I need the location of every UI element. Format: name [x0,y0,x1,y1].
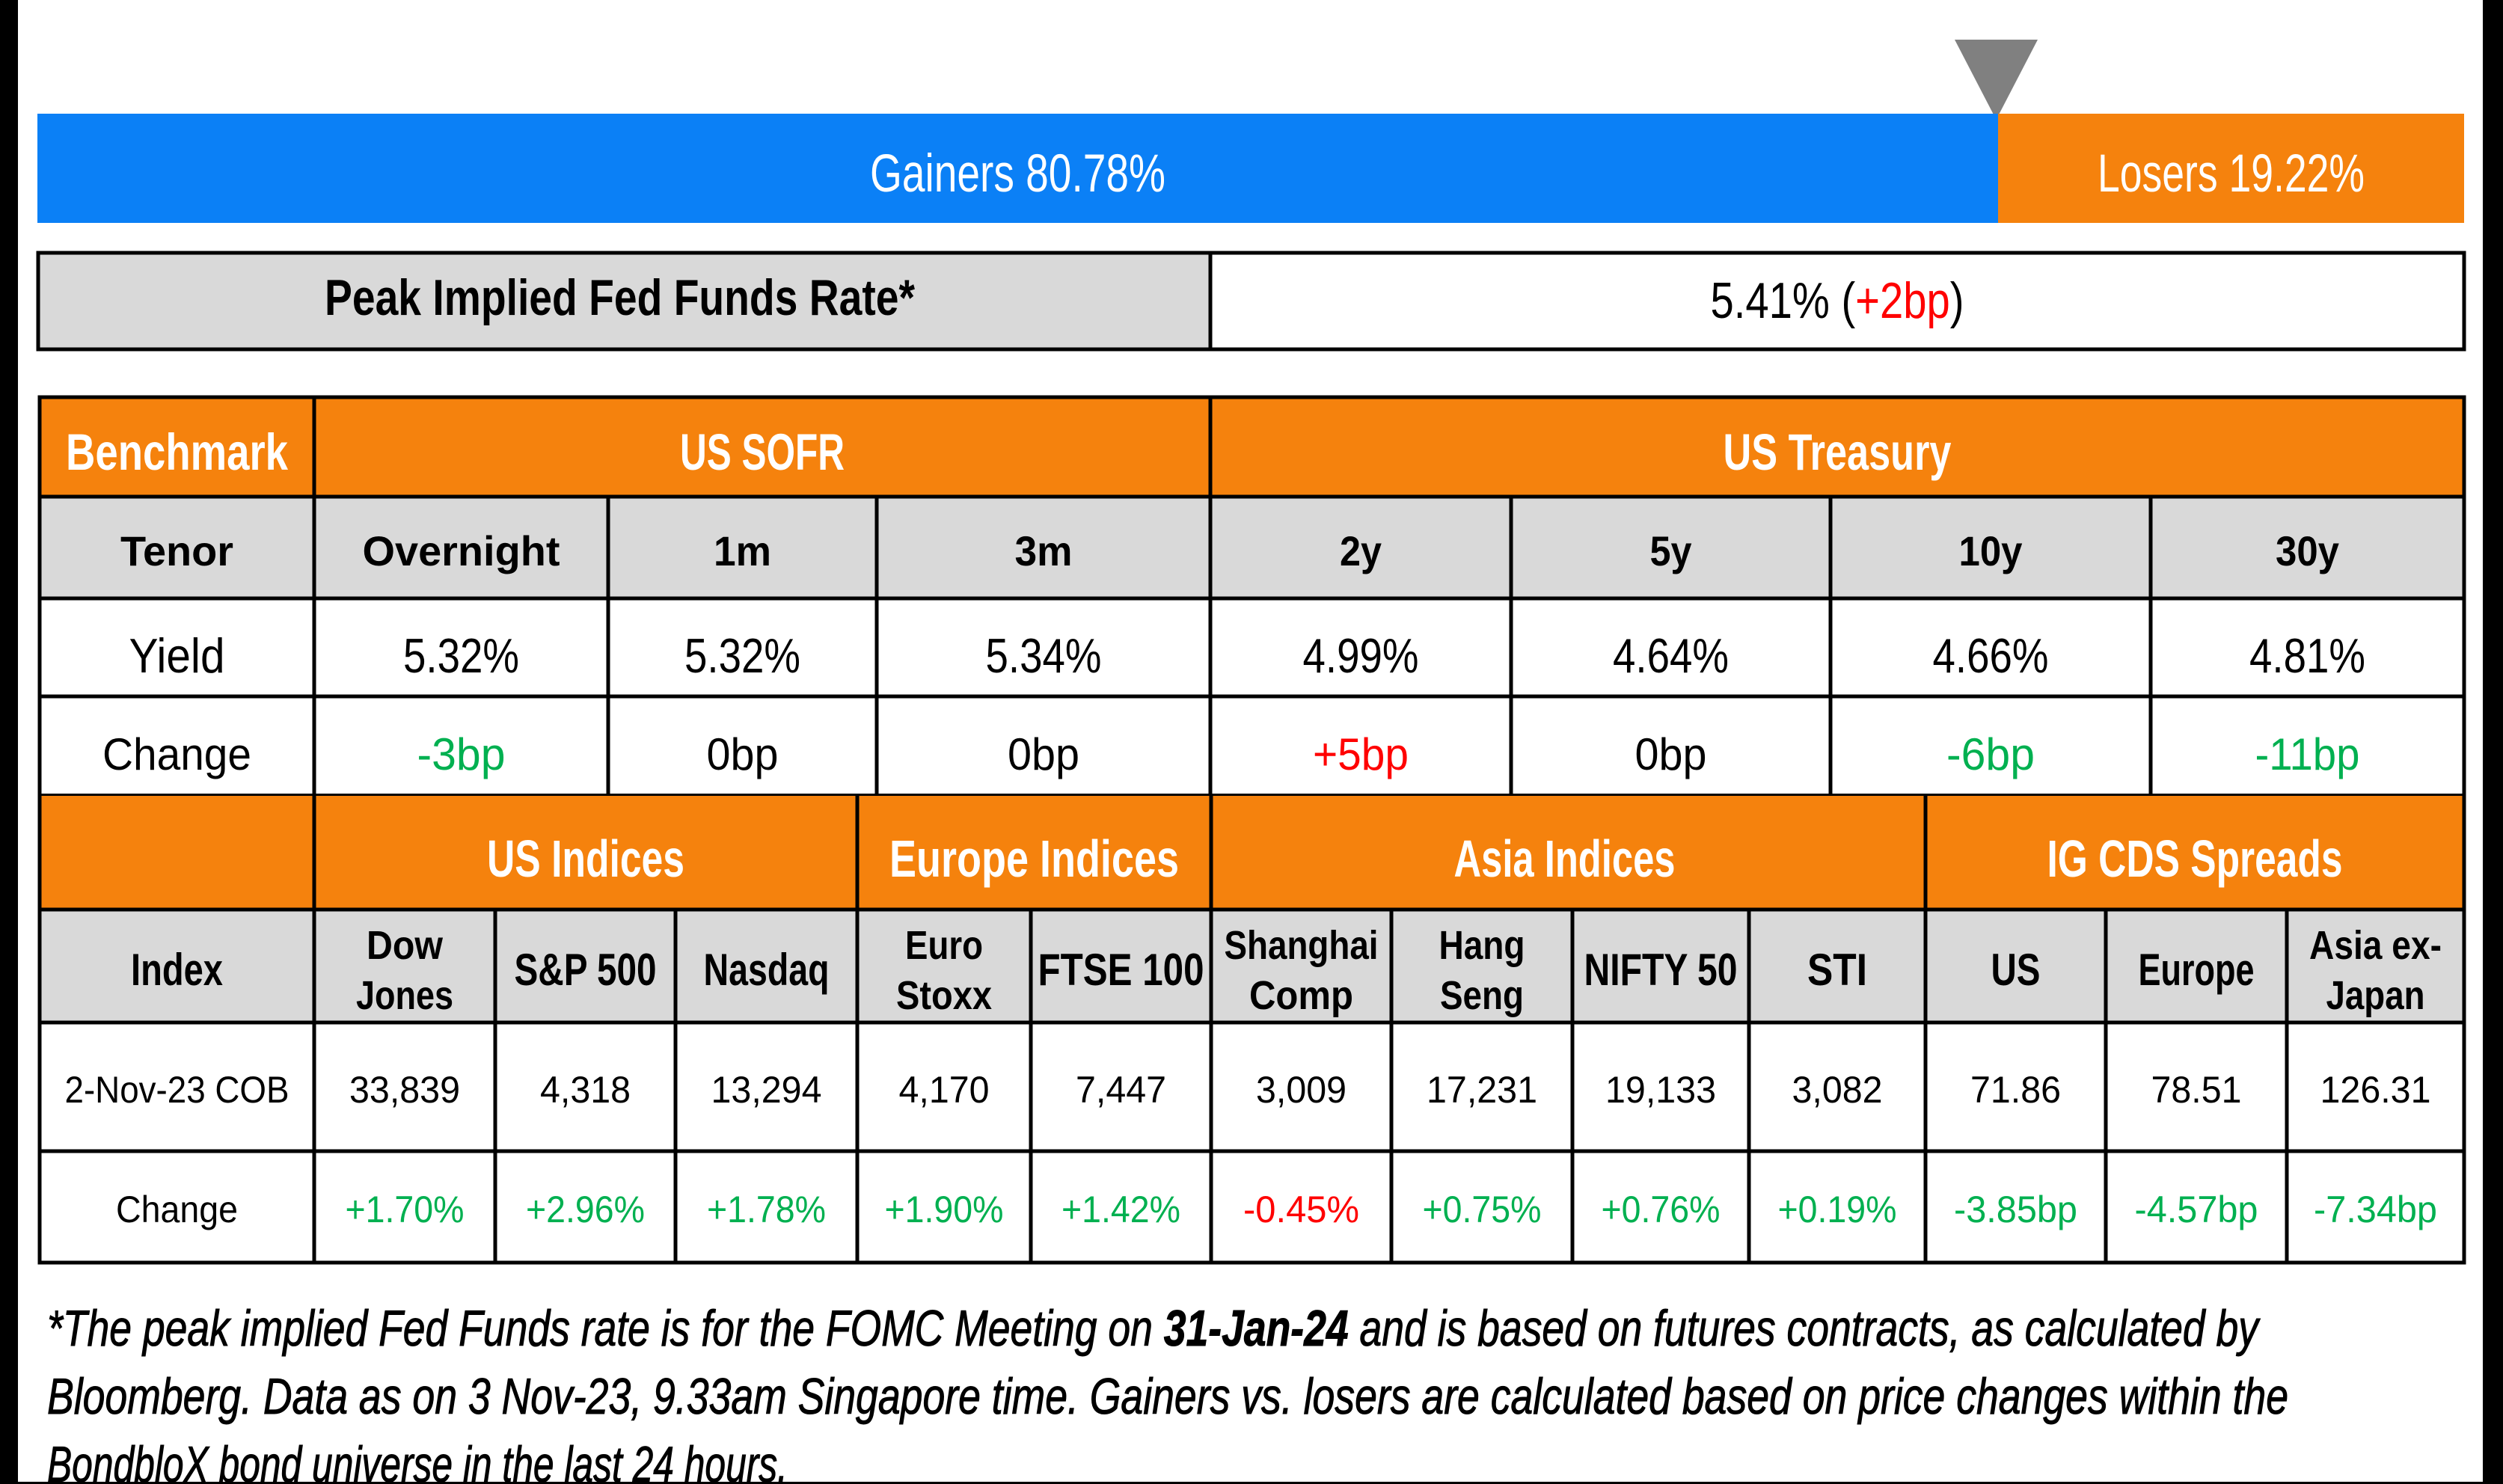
svg-text:Peak Implied Fed Funds Rate*: Peak Implied Fed Funds Rate* [325,269,915,326]
svg-text:+1.42%: +1.42% [1061,1189,1180,1230]
svg-text:Asia Indices: Asia Indices [1454,830,1676,888]
svg-text:BondbloX bond universe in the: BondbloX bond universe in the last 24 ho… [47,1436,788,1484]
svg-text:7,447: 7,447 [1076,1069,1166,1111]
svg-text:0bp: 0bp [707,729,779,779]
svg-text:4.81%: 4.81% [2249,628,2365,683]
svg-text:4.64%: 4.64% [1613,628,1729,683]
svg-text:0bp: 0bp [1635,729,1707,779]
svg-text:10y: 10y [1959,527,2023,574]
svg-text:+0.75%: +0.75% [1423,1189,1542,1230]
svg-text:+0.76%: +0.76% [1602,1189,1721,1230]
svg-text:Benchmark: Benchmark [66,423,288,481]
svg-text:*The peak implied Fed Funds ra: *The peak implied Fed Funds rate is for … [47,1300,2261,1357]
svg-text:FTSE 100: FTSE 100 [1038,945,1204,995]
svg-text:Stoxx: Stoxx [896,973,992,1018]
svg-text:3,082: 3,082 [1792,1069,1883,1111]
svg-text:71.86: 71.86 [1970,1069,2061,1111]
svg-text:Shanghai: Shanghai [1225,923,1379,968]
svg-text:+1.70%: +1.70% [346,1189,465,1230]
svg-text:US Indices: US Indices [487,830,684,888]
svg-text:5.34%: 5.34% [986,628,1102,683]
svg-text:13,294: 13,294 [711,1069,822,1111]
svg-text:5.32%: 5.32% [403,628,519,683]
svg-text:-4.57bp: -4.57bp [2135,1189,2258,1230]
svg-text:Dow: Dow [367,923,444,968]
svg-text:Yield: Yield [129,628,225,683]
svg-text:S&P 500: S&P 500 [515,945,657,995]
svg-text:Overnight: Overnight [363,527,560,574]
svg-text:33,839: 33,839 [349,1069,460,1111]
svg-text:78.51: 78.51 [2151,1069,2242,1111]
svg-text:-0.45%: -0.45% [1243,1189,1359,1230]
svg-text:IG CDS Spreads: IG CDS Spreads [2047,830,2343,888]
svg-text:STI: STI [1807,945,1867,995]
svg-text:+5bp: +5bp [1313,729,1409,779]
svg-text:Seng: Seng [1440,973,1524,1018]
svg-text:+1.90%: +1.90% [885,1189,1004,1230]
svg-text:126.31: 126.31 [2320,1069,2431,1111]
svg-text:Hang: Hang [1439,923,1525,968]
svg-text:Losers 19.22%: Losers 19.22% [2098,144,2365,203]
svg-text:Europe Indices: Europe Indices [889,830,1179,888]
svg-text:Change: Change [116,1189,238,1230]
svg-text:US: US [1991,945,2041,995]
svg-text:5.41% (+2bp): 5.41% (+2bp) [1711,272,1964,329]
svg-text:+2.96%: +2.96% [526,1189,645,1230]
svg-text:4.99%: 4.99% [1303,628,1419,683]
svg-text:US SOFR: US SOFR [680,423,845,481]
svg-text:1m: 1m [714,527,771,574]
svg-text:-7.34bp: -7.34bp [2314,1189,2437,1230]
svg-text:+1.78%: +1.78% [707,1189,826,1230]
svg-text:Gainers 80.78%: Gainers 80.78% [870,144,1165,203]
svg-text:4,318: 4,318 [540,1069,631,1111]
svg-text:17,231: 17,231 [1427,1069,1537,1111]
svg-text:30y: 30y [2276,527,2339,574]
svg-text:NIFTY 50: NIFTY 50 [1584,945,1738,995]
svg-text:2y: 2y [1340,527,1382,574]
svg-text:19,133: 19,133 [1605,1069,1716,1111]
svg-text:2-Nov-23 COB: 2-Nov-23 COB [65,1069,289,1111]
svg-text:Comp: Comp [1249,973,1353,1018]
svg-text:Euro: Euro [905,923,983,968]
svg-text:+0.19%: +0.19% [1778,1189,1897,1230]
svg-text:4.66%: 4.66% [1933,628,2049,683]
svg-text:4,170: 4,170 [899,1069,990,1111]
svg-text:3,009: 3,009 [1256,1069,1347,1111]
svg-text:0bp: 0bp [1008,729,1079,779]
svg-text:Europe: Europe [2139,945,2255,995]
svg-text:Index: Index [131,945,223,995]
svg-text:Nasdaq: Nasdaq [704,945,830,995]
svg-text:Japan: Japan [2326,973,2425,1018]
svg-text:US Treasury: US Treasury [1724,423,1952,481]
svg-text:3m: 3m [1015,527,1073,574]
svg-text:-3.85bp: -3.85bp [1954,1189,2077,1230]
svg-text:-3bp: -3bp [417,729,506,779]
svg-text:5.32%: 5.32% [684,628,800,683]
svg-text:Jones: Jones [356,973,453,1018]
svg-text:-6bp: -6bp [1946,729,2035,779]
svg-text:Tenor: Tenor [120,527,233,574]
svg-text:-11bp: -11bp [2255,729,2360,779]
svg-text:Asia ex-: Asia ex- [2309,923,2442,968]
svg-text:Bloomberg. Data as on 3 Nov-23: Bloomberg. Data as on 3 Nov-23, 9.33am S… [47,1368,2288,1425]
svg-text:Change: Change [102,729,251,779]
svg-text:5y: 5y [1650,527,1692,574]
